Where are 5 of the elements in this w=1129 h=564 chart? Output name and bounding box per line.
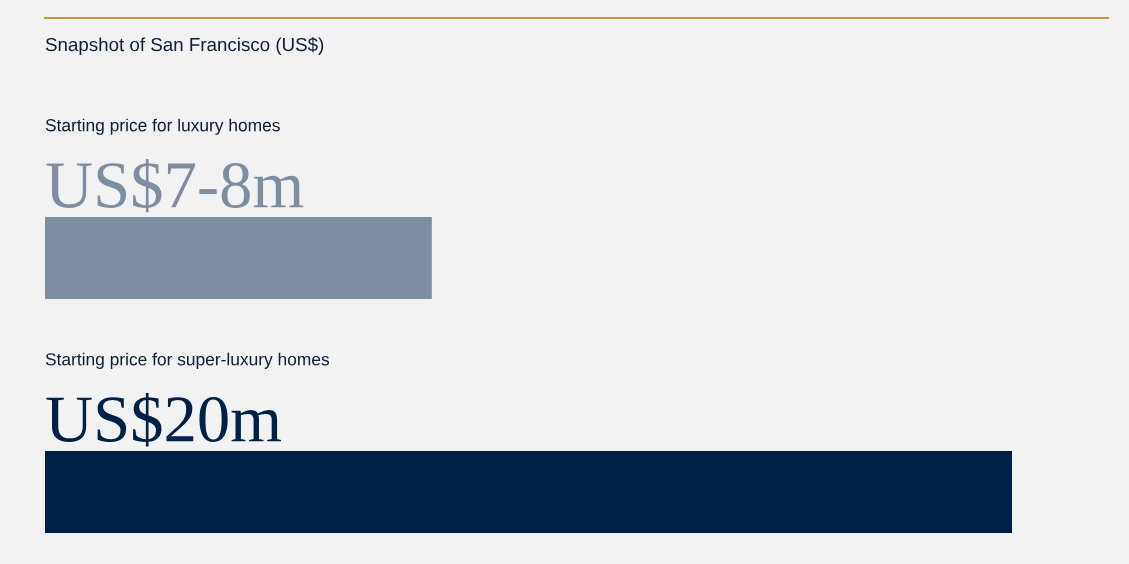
chart-title: Snapshot of San Francisco (US$) [45, 37, 324, 55]
data-label: US$20m [46, 393, 282, 447]
y-tick-label: Starting price for luxury homes [45, 118, 280, 135]
y-tick-label: Starting price for super-luxury homes [45, 352, 330, 369]
data-label: US$7-8m [46, 159, 304, 213]
